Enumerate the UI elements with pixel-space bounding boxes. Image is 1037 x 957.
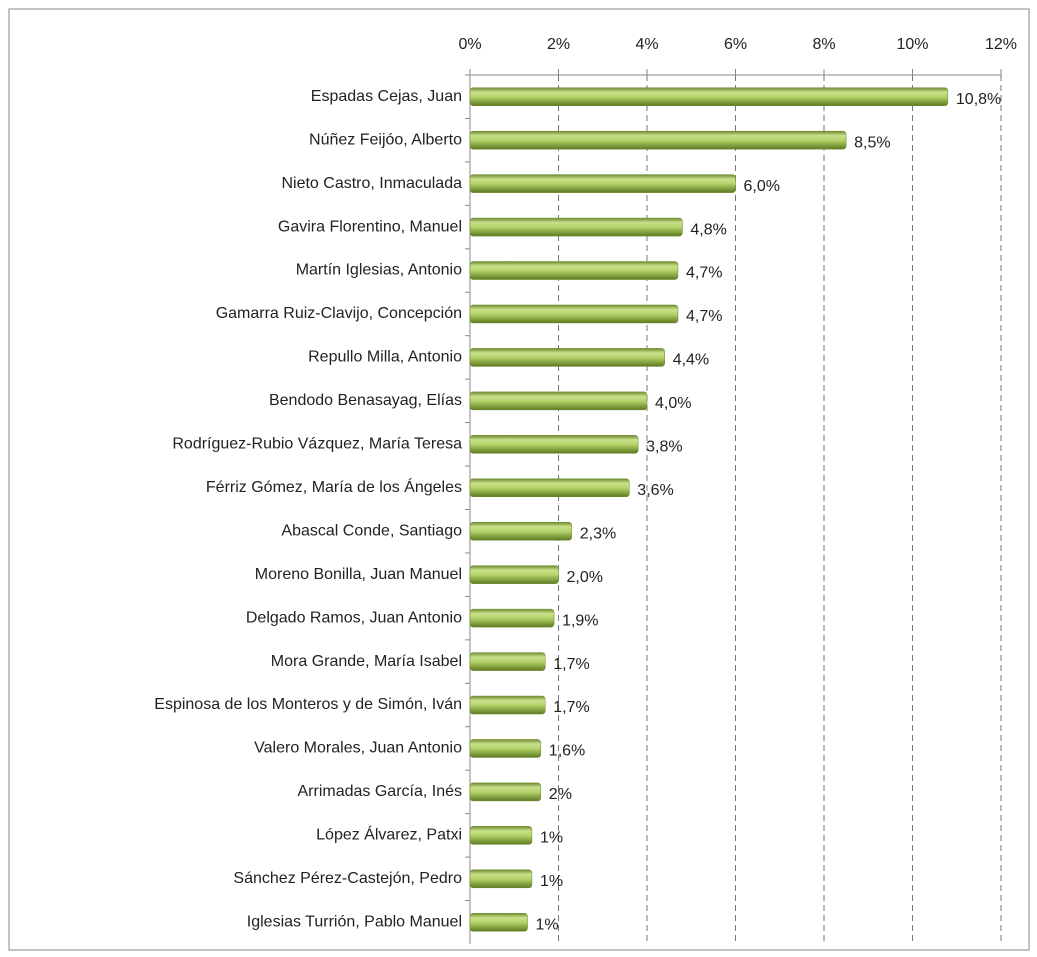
x-tick-label: 2% <box>547 36 570 53</box>
y-tick-label: Rodríguez-Rubio Vázquez, María Teresa <box>172 436 462 453</box>
y-tick-label: Valero Morales, Juan Antonio <box>254 740 462 757</box>
data-label: 4,8% <box>690 221 726 238</box>
data-label: 1% <box>536 916 559 933</box>
bar <box>469 478 630 498</box>
x-tick-label: 6% <box>724 36 747 53</box>
data-label: 1,7% <box>553 656 589 673</box>
bar <box>469 217 683 237</box>
y-tick-label: Nieto Castro, Inmaculada <box>281 175 462 192</box>
bar <box>469 782 542 802</box>
y-tick-label: Abascal Conde, Santiago <box>281 522 462 539</box>
y-tick-label: Gamarra Ruiz-Clavijo, Concepción <box>216 305 462 322</box>
data-label: 4,0% <box>655 395 691 412</box>
y-tick-label: Gavira Florentino, Manuel <box>278 218 462 235</box>
y-tick-label: López Álvarez, Patxi <box>316 825 462 844</box>
data-label: 2% <box>549 786 572 803</box>
y-tick-label: Martín Iglesias, Antonio <box>296 262 462 279</box>
bar <box>469 652 546 671</box>
y-tick-label: Repullo Milla, Antonio <box>308 349 462 366</box>
bar <box>469 608 555 628</box>
data-label: 1% <box>540 873 563 890</box>
data-label: 1% <box>540 830 563 847</box>
x-tick-label: 4% <box>635 36 658 53</box>
data-label: 1,9% <box>562 612 598 629</box>
y-tick-label: Espadas Cejas, Juan <box>311 88 462 105</box>
y-tick-label: Arrimadas García, Inés <box>298 783 463 800</box>
x-tick-label: 0% <box>458 36 481 53</box>
x-tick-label: 8% <box>812 36 835 53</box>
bar <box>469 739 542 758</box>
bar <box>469 565 559 584</box>
y-tick-label: Iglesias Turrión, Pablo Manuel <box>247 913 462 930</box>
bar <box>469 435 639 454</box>
data-label: 4,4% <box>673 352 709 369</box>
bar <box>469 695 546 715</box>
y-tick-label: Núñez Feijóo, Alberto <box>309 131 462 148</box>
bar <box>469 348 665 367</box>
data-label: 4,7% <box>686 308 722 325</box>
y-tick-label: Férriz Gómez, María de los Ángeles <box>206 477 462 496</box>
y-tick-label: Mora Grande, María Isabel <box>271 653 462 670</box>
data-label: 1,7% <box>553 699 589 716</box>
y-tick-label: Moreno Bonilla, Juan Manuel <box>255 566 462 583</box>
bar <box>469 174 736 193</box>
data-label: 4,7% <box>686 265 722 282</box>
bar <box>469 391 648 411</box>
y-tick-label: Bendodo Benasayag, Elías <box>269 392 462 409</box>
x-tick-label: 10% <box>896 36 928 53</box>
data-label: 2,0% <box>567 569 603 586</box>
data-label: 6,0% <box>744 178 780 195</box>
y-tick-label: Delgado Ramos, Juan Antonio <box>246 609 462 626</box>
data-label: 3,6% <box>637 482 673 499</box>
bar <box>469 521 573 541</box>
y-tick-label: Espinosa de los Monteros y de Simón, Ivá… <box>154 696 462 713</box>
bar <box>469 913 528 932</box>
data-label: 10,8% <box>956 91 1001 108</box>
x-tick-label: 12% <box>985 36 1017 53</box>
data-label: 3,8% <box>646 439 682 456</box>
data-label: 8,5% <box>854 134 890 151</box>
bar <box>469 261 679 280</box>
bar <box>469 87 949 106</box>
data-label: 1,6% <box>549 743 585 760</box>
bar <box>469 826 533 845</box>
y-tick-label: Sánchez Pérez-Castejón, Pedro <box>233 870 462 887</box>
bar <box>469 130 847 150</box>
data-label: 2,3% <box>580 525 616 542</box>
bar <box>469 869 533 889</box>
bar <box>469 304 679 324</box>
